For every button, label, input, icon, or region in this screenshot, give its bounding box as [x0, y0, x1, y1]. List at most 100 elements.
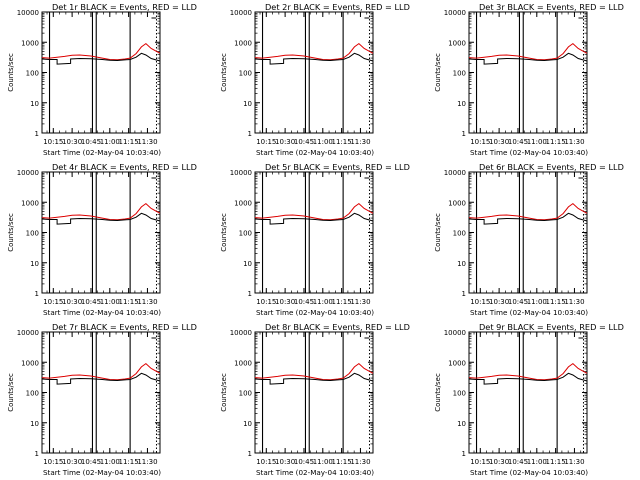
x-axis-label: Start Time (02-May-04 10:03:40)	[256, 308, 374, 317]
panel-det-2: Det 2r BLACK = Events, RED = LLD Counts/s…	[220, 2, 410, 157]
series-line-events	[41, 212, 161, 225]
x-tick-label: 10:30	[275, 458, 295, 466]
x-tick-label: 11:30	[350, 138, 370, 146]
plot-frame	[41, 171, 161, 294]
series-line-lld	[254, 202, 374, 221]
chart-title: Det 8r BLACK = Events, RED = LLD	[265, 322, 410, 332]
series-line-events	[468, 372, 588, 385]
y-tick-label: 100	[453, 390, 466, 398]
x-axis-label: Start Time (02-May-04 10:03:40)	[470, 468, 588, 477]
y-tick-label: 1000	[448, 199, 466, 207]
x-tick-label: 11:00	[527, 298, 547, 306]
series-line-lld	[41, 202, 161, 221]
chart-title: Det 6r BLACK = Events, RED = LLD	[479, 162, 624, 172]
x-tick-label: 11:15	[546, 298, 566, 306]
panel-det-5: Det 5r BLACK = Events, RED = LLD Counts/s…	[220, 162, 410, 317]
y-tick-label: 1	[35, 290, 39, 298]
x-tick-label: 11:30	[137, 298, 157, 306]
plot-frame	[254, 171, 374, 294]
x-tick-label: 11:00	[313, 298, 333, 306]
y-tick-label: 10000	[444, 169, 466, 177]
y-tick-label: 10	[243, 260, 252, 268]
x-tick-label: 11:00	[100, 458, 120, 466]
y-tick-label: 10	[457, 100, 466, 108]
x-tick-label: 10:15	[470, 298, 490, 306]
y-tick-label: 10	[457, 420, 466, 428]
y-axis-label: Counts/sec	[7, 53, 15, 92]
x-tick-label: 10:15	[256, 138, 276, 146]
series-line-lld	[41, 362, 161, 381]
x-tick-label: 10:15	[43, 458, 63, 466]
x-tick-label: 10:45	[81, 458, 101, 466]
plot-frame	[468, 11, 588, 134]
x-tick-label: 10:30	[489, 138, 509, 146]
chart-title: Det 7r BLACK = Events, RED = LLD	[52, 322, 197, 332]
x-tick-label: 11:30	[564, 138, 584, 146]
chart-title: Det 3r BLACK = Events, RED = LLD	[479, 2, 624, 12]
y-tick-label: 10000	[17, 9, 39, 17]
y-axis-label: Counts/sec	[7, 213, 15, 252]
series-line-events	[468, 52, 588, 65]
series-line-lld	[254, 42, 374, 61]
x-tick-label: 10:45	[294, 298, 314, 306]
y-axis-label: Counts/sec	[7, 373, 15, 412]
x-axis-label: Start Time (02-May-04 10:03:40)	[43, 148, 161, 157]
y-tick-label: 10000	[230, 169, 252, 177]
y-tick-label: 100	[26, 390, 39, 398]
y-tick-label: 1	[462, 130, 466, 138]
x-tick-label: 11:00	[313, 458, 333, 466]
chart-title: Det 2r BLACK = Events, RED = LLD	[265, 2, 410, 12]
y-tick-label: 100	[453, 230, 466, 238]
y-tick-label: 1	[462, 290, 466, 298]
y-tick-label: 10000	[230, 329, 252, 337]
plot-frame	[41, 331, 161, 454]
x-tick-label: 10:45	[508, 458, 528, 466]
x-tick-label: 11:30	[350, 298, 370, 306]
y-axis-label: Counts/sec	[434, 213, 442, 252]
x-tick-label: 10:45	[81, 298, 101, 306]
x-tick-label: 10:30	[62, 458, 82, 466]
y-tick-label: 10000	[17, 169, 39, 177]
x-axis-label: Start Time (02-May-04 10:03:40)	[43, 308, 161, 317]
x-tick-label: 10:30	[275, 138, 295, 146]
x-tick-label: 10:45	[294, 458, 314, 466]
x-axis-label: Start Time (02-May-04 10:03:40)	[470, 148, 588, 157]
y-tick-label: 10000	[444, 9, 466, 17]
x-tick-label: 11:15	[546, 458, 566, 466]
panel-det-4: Det 4r BLACK = Events, RED = LLD Counts/s…	[7, 162, 197, 317]
x-tick-label: 11:30	[564, 298, 584, 306]
y-axis-label: Counts/sec	[220, 213, 228, 252]
y-tick-label: 1	[35, 130, 39, 138]
x-tick-label: 11:15	[119, 458, 139, 466]
y-tick-label: 100	[26, 230, 39, 238]
y-tick-label: 10	[30, 420, 39, 428]
y-axis-label: Counts/sec	[434, 53, 442, 92]
y-tick-label: 10	[30, 100, 39, 108]
chart-title: Det 1r BLACK = Events, RED = LLD	[52, 2, 197, 12]
y-axis-label: Counts/sec	[220, 373, 228, 412]
panel-det-1: Det 1r BLACK = Events, RED = LLD Counts/s…	[7, 2, 197, 157]
series-line-lld	[468, 202, 588, 221]
y-axis-label: Counts/sec	[434, 373, 442, 412]
series-line-lld	[468, 362, 588, 381]
y-tick-label: 10	[30, 260, 39, 268]
series-line-lld	[41, 42, 161, 61]
y-tick-label: 1000	[234, 199, 252, 207]
x-tick-label: 10:30	[62, 298, 82, 306]
y-tick-label: 10000	[230, 9, 252, 17]
panel-det-6: Det 6r BLACK = Events, RED = LLD Counts/s…	[434, 162, 624, 317]
y-tick-label: 100	[26, 70, 39, 78]
chart-title: Det 5r BLACK = Events, RED = LLD	[265, 162, 410, 172]
y-tick-label: 10	[243, 420, 252, 428]
y-tick-label: 1	[35, 450, 39, 458]
series-line-events	[254, 212, 374, 225]
x-tick-label: 10:15	[470, 138, 490, 146]
series-line-events	[41, 372, 161, 385]
y-tick-label: 1	[248, 450, 252, 458]
x-tick-label: 11:30	[137, 458, 157, 466]
y-tick-label: 1	[462, 450, 466, 458]
y-tick-label: 1000	[21, 359, 39, 367]
x-tick-label: 11:30	[137, 138, 157, 146]
x-tick-label: 10:30	[489, 458, 509, 466]
